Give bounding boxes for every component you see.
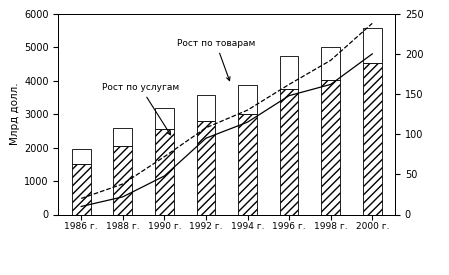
Bar [197,95,216,122]
Bar [363,63,382,214]
Bar [363,28,382,63]
Bar [155,108,174,128]
Bar [321,47,340,80]
Bar [72,149,91,164]
Bar [72,164,91,214]
Y-axis label: Млрд долл.: Млрд долл. [10,83,20,145]
Bar [321,80,340,214]
Bar [114,128,132,146]
Text: Рост по услугам: Рост по услугам [102,83,179,135]
Bar [280,56,299,89]
Bar [197,122,216,214]
Bar [238,85,257,114]
Bar [238,114,257,214]
Bar [155,128,174,214]
Text: Рост по товарам: Рост по товарам [177,39,255,81]
Bar [114,146,132,214]
Bar [280,89,299,214]
